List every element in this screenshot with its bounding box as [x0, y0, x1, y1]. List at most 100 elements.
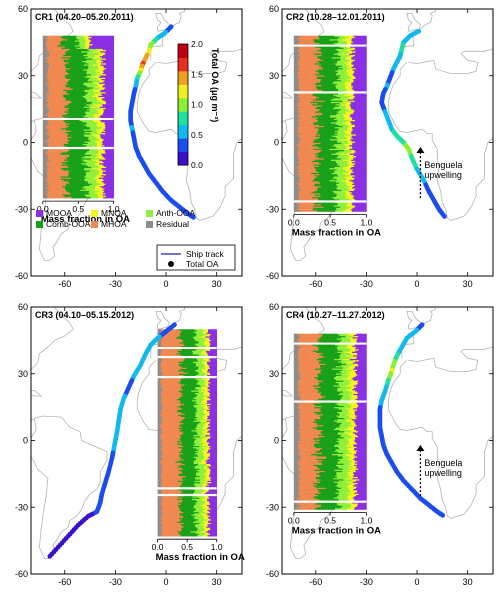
bar-segment-residual [293, 448, 298, 450]
bar-segment-residual [42, 166, 49, 169]
bar-segment-residual [157, 467, 162, 470]
bar-segment-comb-ooa [320, 479, 344, 481]
bar-segment-mooa [354, 361, 367, 363]
bar-segment-mhoa [299, 65, 320, 68]
bar-segment-mhoa [298, 158, 325, 160]
bar-segment-mnoa [203, 394, 210, 396]
bar-segment-mhoa [161, 399, 178, 401]
bar-segment-residual [42, 44, 47, 46]
bar-segment-comb-ooa [181, 519, 199, 521]
bar-segment-mnoa [99, 190, 105, 193]
bar-segment-mooa [210, 448, 217, 450]
bar-segment-mnoa [351, 391, 358, 393]
bar-segment-mhoa [47, 70, 66, 73]
bar-segment-comb-ooa [314, 469, 335, 472]
bar-segment-comb-ooa [316, 118, 335, 121]
bar-segment-residual [293, 98, 301, 100]
bar-segment-mooa [354, 36, 367, 39]
bar-segment-mooa [206, 451, 217, 454]
bar-segment-comb-ooa [321, 462, 338, 465]
bar-segment-anth-ooa [339, 430, 351, 432]
bar-segment-comb-ooa [182, 433, 198, 436]
bar-segment-residual [42, 142, 49, 145]
bar-segment-comb-ooa [317, 489, 337, 491]
bar-segment-mhoa [300, 117, 318, 120]
bar-segment-residual [42, 53, 51, 56]
bar-segment-mnoa [92, 119, 101, 122]
bar-segment-anth-ooa [86, 122, 98, 124]
bar-segment-mooa [101, 98, 115, 100]
bar-segment-mnoa [203, 358, 211, 360]
bar-segment-comb-ooa [179, 514, 192, 517]
bar-segment-residual [293, 436, 301, 438]
bar-segment-anth-ooa [195, 472, 206, 474]
bar-segment-mooa [358, 431, 367, 433]
bar-segment-residual [293, 171, 300, 174]
bar-segment-mnoa [98, 195, 107, 198]
bar-segment-mooa [354, 439, 367, 442]
bar-segment-mooa [208, 490, 217, 492]
bar-segment-mnoa [347, 124, 356, 127]
bar-segment-comb-ooa [181, 530, 198, 532]
bar-segment-mnoa [344, 130, 352, 133]
bar-segment-mooa [353, 186, 367, 188]
bar-segment-mooa [91, 36, 115, 39]
bar-segment-mhoa [299, 433, 323, 436]
bar-segment-anth-ooa [196, 408, 206, 411]
lon-tick-label: 30 [212, 577, 222, 587]
bar-segment-anth-ooa [332, 107, 346, 110]
bar-segment-comb-ooa [67, 165, 89, 168]
bar-segment-mhoa [300, 450, 318, 452]
bar-segment-anth-ooa [198, 367, 206, 370]
bar-segment-residual [293, 162, 298, 164]
bar-segment-comb-ooa [179, 400, 193, 402]
bar-segment-mooa [210, 472, 217, 474]
bar-segment-mooa [354, 426, 367, 428]
bar-segment-mooa [354, 124, 367, 127]
bar-segment-residual [293, 129, 299, 132]
bar-segment-comb-ooa [320, 416, 339, 419]
bar-segment-mhoa [297, 451, 316, 454]
bar-segment-mooa [210, 334, 217, 336]
bar-segment-mhoa [300, 106, 317, 109]
bar-segment-residual [157, 389, 163, 391]
bar-segment-anth-ooa [88, 136, 98, 139]
bar-segment-mnoa [206, 385, 210, 388]
bar-segment-anth-ooa [334, 377, 348, 379]
bar-segment-mhoa [160, 352, 180, 354]
bar-segment-comb-ooa [316, 169, 337, 171]
bar-segment-anth-ooa [195, 362, 204, 365]
bar-segment-comb-ooa [182, 515, 196, 518]
bar-segment-mnoa [345, 182, 355, 185]
bar-segment-mooa [209, 379, 217, 382]
bar-segment-comb-ooa [67, 133, 91, 135]
bar-segment-mnoa [346, 178, 354, 181]
bar-segment-residual [293, 50, 298, 52]
bar-segment-anth-ooa [84, 153, 97, 156]
bar-segment-mhoa [47, 141, 68, 144]
bar-segment-anth-ooa [87, 68, 99, 70]
bar-segment-mooa [350, 121, 367, 123]
bar-segment-mhoa [298, 110, 319, 112]
bar-segment-residual [293, 505, 300, 508]
bar-segment-anth-ooa [83, 134, 93, 136]
bar-segment-residual [293, 86, 299, 88]
bar-segment-mnoa [346, 492, 355, 495]
bar-segment-mnoa [97, 193, 106, 195]
bar-segment-mooa [355, 134, 367, 136]
bar-segment-comb-ooa [318, 129, 339, 132]
bar-segment-mnoa [99, 128, 106, 130]
bar-segment-mnoa [101, 127, 106, 129]
bar-segment-mhoa [47, 92, 67, 94]
bar-segment-mnoa [342, 378, 352, 380]
bar-segment-mhoa [160, 467, 182, 470]
bar-segment-mhoa [160, 395, 184, 397]
bar-segment-mhoa [300, 466, 318, 468]
bar-segment-comb-ooa [317, 340, 341, 343]
bar-segment-mooa [209, 474, 217, 477]
bar-segment-mooa [358, 468, 367, 471]
bar-segment-anth-ooa [339, 77, 352, 80]
lat-tick-label: 0 [274, 436, 279, 446]
bar-segment-comb-ooa [182, 453, 196, 455]
bar-segment-mooa [353, 89, 367, 92]
